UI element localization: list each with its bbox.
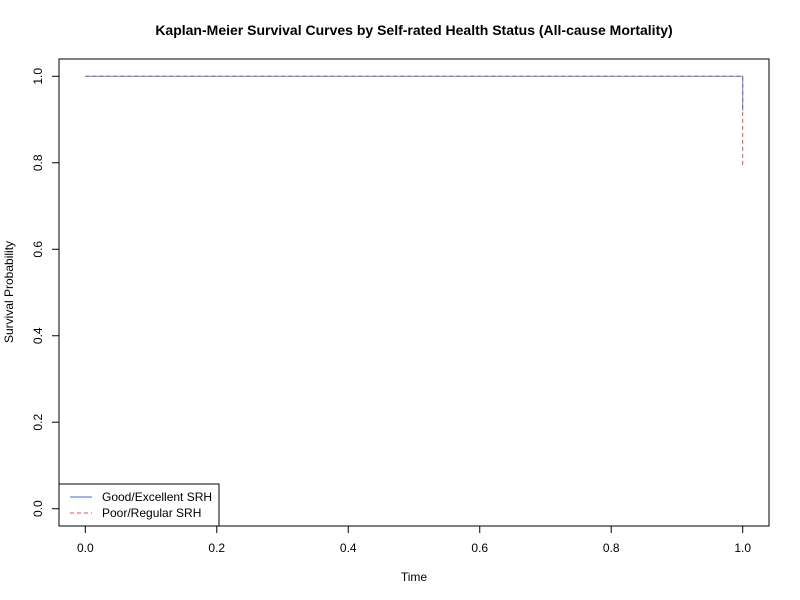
x-tick-label: 0.6 <box>471 541 488 555</box>
legend-label: Good/Excellent SRH <box>102 490 212 504</box>
legend-label: Poor/Regular SRH <box>102 506 201 520</box>
y-tick-label: 1.0 <box>31 68 45 85</box>
y-tick-label: 0.8 <box>31 154 45 171</box>
legend: Good/Excellent SRH Poor/Regular SRH <box>58 483 220 527</box>
x-axis-label: Time <box>401 570 428 584</box>
chart-title: Kaplan-Meier Survival Curves by Self-rat… <box>155 22 672 38</box>
y-tick-label: 0.0 <box>31 500 45 517</box>
x-tick-label: 0.4 <box>340 541 357 555</box>
plot-frame <box>58 58 770 527</box>
y-tick-label: 0.4 <box>31 327 45 344</box>
x-axis: 0.0 0.2 0.4 0.6 0.8 1.0 <box>77 525 751 555</box>
y-axis-label: Survival Probability <box>2 241 16 343</box>
series-layer <box>85 75 744 165</box>
x-tick-label: 1.0 <box>734 541 751 555</box>
y-axis: 0.0 0.2 0.4 0.6 0.8 1.0 <box>31 68 60 517</box>
legend-box <box>58 483 220 527</box>
x-tick-label: 0.2 <box>208 541 225 555</box>
y-tick-label: 0.6 <box>31 241 45 258</box>
series-line-poor-regular <box>85 75 744 165</box>
x-tick-label: 0.0 <box>77 541 94 555</box>
series-line-good-excellent <box>85 75 744 111</box>
x-tick-label: 0.8 <box>603 541 620 555</box>
y-tick-label: 0.2 <box>31 414 45 431</box>
